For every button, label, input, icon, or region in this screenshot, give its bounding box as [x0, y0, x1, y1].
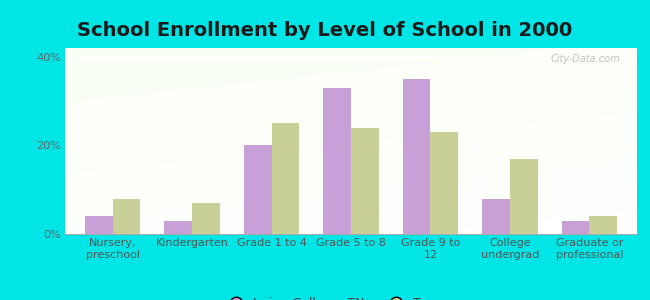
- Bar: [323, 88, 351, 234]
- Bar: [112, 199, 140, 234]
- Bar: [590, 216, 617, 234]
- Bar: [510, 159, 538, 234]
- Bar: [351, 128, 379, 234]
- Bar: [272, 123, 300, 234]
- Bar: [482, 199, 510, 234]
- Bar: [562, 221, 590, 234]
- Bar: [244, 146, 272, 234]
- Legend: Irving College, TN, Tennessee: Irving College, TN, Tennessee: [218, 292, 484, 300]
- Text: City-Data.com: City-Data.com: [550, 54, 620, 64]
- Bar: [402, 79, 430, 234]
- Bar: [164, 221, 192, 234]
- Bar: [430, 132, 458, 234]
- Text: School Enrollment by Level of School in 2000: School Enrollment by Level of School in …: [77, 21, 573, 40]
- Bar: [85, 216, 112, 234]
- Bar: [192, 203, 220, 234]
